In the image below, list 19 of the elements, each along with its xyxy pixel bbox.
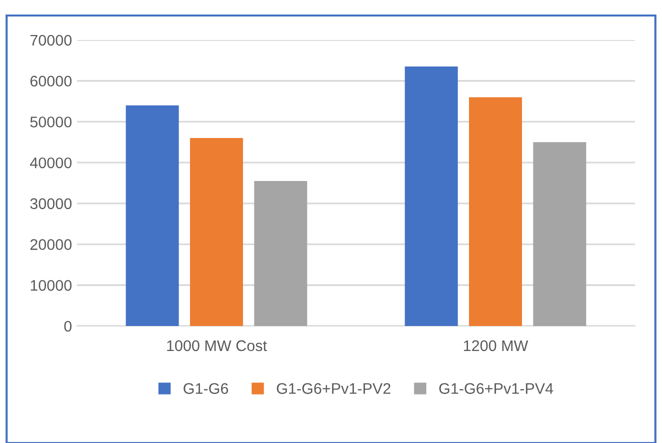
y-tick-label: 50000: [30, 116, 72, 128]
y-tick-label: 20000: [30, 239, 72, 250]
y-tick-label: 30000: [30, 198, 72, 210]
x-tick-label: 1000 MW Cost: [167, 340, 267, 352]
bar: [533, 142, 586, 326]
y-tick-label: 40000: [30, 157, 72, 168]
legend-label: G1-G6+Pv1-PV4: [439, 383, 554, 394]
bar: [190, 138, 244, 326]
bar: [468, 97, 522, 326]
legend-label: G1-G6: [184, 383, 228, 394]
bar: [404, 66, 458, 326]
legend-label: G1-G6+Pv1-PV2: [276, 383, 390, 394]
y-tick-label: 0: [64, 320, 72, 332]
y-tick-label: 60000: [30, 76, 72, 87]
bar: [126, 105, 179, 326]
x-tick-label: 1200 MW: [464, 340, 528, 352]
bar: [254, 180, 308, 326]
y-tick-label: 10000: [30, 280, 72, 291]
y-tick-label: 70000: [30, 34, 72, 46]
